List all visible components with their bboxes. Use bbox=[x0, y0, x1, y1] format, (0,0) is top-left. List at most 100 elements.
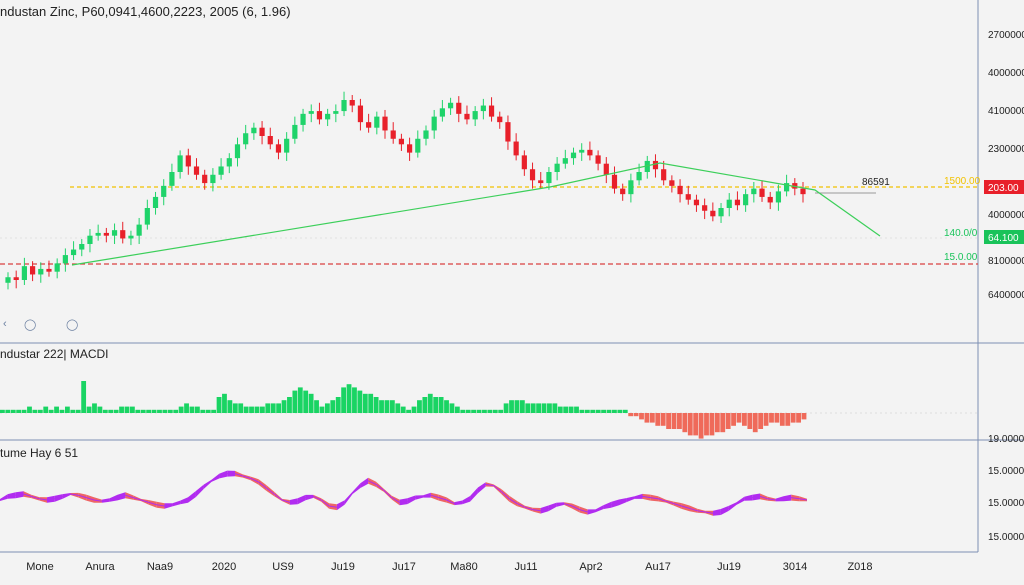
candle-body bbox=[87, 235, 93, 244]
candle-body bbox=[538, 180, 544, 184]
macd-bar bbox=[514, 400, 520, 413]
macd-bar bbox=[801, 413, 807, 420]
candle-body bbox=[529, 169, 536, 181]
macd-bar bbox=[790, 413, 796, 423]
macd-bar bbox=[205, 409, 211, 413]
candle-body bbox=[513, 141, 519, 156]
candle-body bbox=[144, 208, 150, 225]
macd-bar bbox=[617, 409, 623, 413]
x-axis-label: Ju17 bbox=[392, 561, 416, 573]
macd-bar bbox=[373, 397, 379, 413]
x-axis-label: 3014 bbox=[783, 561, 807, 573]
candle-body bbox=[644, 160, 650, 172]
macd-bar bbox=[319, 406, 325, 413]
macd-bar bbox=[238, 403, 244, 413]
macd-bar bbox=[119, 406, 124, 413]
candle-body bbox=[792, 183, 798, 189]
macd-bar bbox=[687, 413, 693, 436]
price-tick-label: 6400000 bbox=[988, 290, 1024, 301]
candle-body bbox=[70, 249, 77, 256]
candle-body bbox=[292, 124, 298, 139]
candle-body bbox=[398, 138, 405, 145]
macd-bar bbox=[173, 409, 179, 413]
macd-bar bbox=[32, 409, 38, 413]
candle-body bbox=[726, 199, 732, 208]
candle-body bbox=[628, 180, 634, 195]
macd-bar bbox=[747, 413, 753, 429]
candle-body bbox=[406, 144, 413, 153]
x-axis-label: US9 bbox=[272, 561, 293, 573]
price-badge-red-text: 203.00 bbox=[988, 183, 1019, 194]
price-badge-green bbox=[984, 230, 1024, 244]
volume-tick-label: 15.0000 bbox=[988, 498, 1024, 509]
candle-body bbox=[521, 155, 527, 170]
macd-bar bbox=[86, 406, 92, 413]
candle-body bbox=[718, 208, 724, 217]
candle-body bbox=[161, 185, 167, 197]
candle-body bbox=[341, 100, 347, 112]
candle-body bbox=[554, 163, 560, 172]
candle-body bbox=[13, 277, 19, 280]
macd-bar bbox=[48, 409, 54, 413]
candle-body bbox=[570, 152, 577, 159]
candle-body bbox=[103, 232, 109, 236]
macd-bar bbox=[64, 406, 70, 413]
volume-band-segment bbox=[164, 503, 173, 509]
volume-panel-label: tume Hay 6 51 bbox=[0, 446, 79, 460]
circle-icon[interactable]: ◯ bbox=[66, 319, 79, 331]
candle-body bbox=[46, 268, 52, 272]
x-axis-label: Z018 bbox=[847, 561, 872, 573]
macd-bar bbox=[357, 390, 363, 413]
macd-bar bbox=[492, 409, 498, 413]
x-axis-label: 2020 bbox=[212, 561, 236, 573]
macd-bar bbox=[411, 406, 417, 413]
macd-bar bbox=[714, 413, 720, 433]
candle-body bbox=[357, 105, 364, 123]
candle-body bbox=[620, 188, 626, 195]
macd-bar bbox=[70, 409, 76, 413]
candle-body bbox=[29, 266, 36, 275]
candle-body bbox=[702, 205, 708, 211]
macd-bar bbox=[384, 400, 390, 413]
macd-bar bbox=[37, 409, 43, 413]
macd-bar bbox=[5, 409, 11, 413]
macd-bar bbox=[259, 406, 265, 413]
macd-panel-label: ndustar 222| MACDI bbox=[0, 347, 109, 361]
macd-bar bbox=[389, 400, 395, 413]
candle-body bbox=[497, 116, 503, 123]
macd-bar bbox=[433, 397, 439, 413]
macd-bar bbox=[178, 406, 184, 413]
candle-body bbox=[611, 174, 618, 189]
macd-bar bbox=[222, 393, 227, 413]
macd-bar bbox=[400, 406, 406, 413]
macd-bar bbox=[395, 403, 401, 413]
macd-bar bbox=[742, 413, 747, 426]
macd-bar bbox=[541, 403, 547, 413]
macd-bar bbox=[368, 393, 374, 413]
candle-body bbox=[693, 199, 700, 206]
macd-bar bbox=[281, 400, 287, 413]
macd-bar bbox=[622, 409, 628, 413]
candle-body bbox=[259, 127, 265, 136]
macd-bar bbox=[644, 413, 650, 423]
candle-body bbox=[472, 111, 478, 120]
macd-bar bbox=[43, 406, 49, 413]
price-annotation: 86591 bbox=[862, 177, 890, 188]
macd-bar bbox=[102, 409, 108, 413]
macd-bar bbox=[693, 413, 699, 436]
price-tick-label: 2700000 bbox=[988, 30, 1024, 41]
macd-bar bbox=[189, 406, 195, 413]
macd-bar bbox=[476, 409, 482, 413]
macd-bar bbox=[59, 409, 65, 413]
candle-body bbox=[423, 130, 429, 139]
circle-icon[interactable]: ◯ bbox=[24, 319, 37, 331]
volume-band-segment bbox=[94, 497, 102, 503]
expand-icon[interactable]: ‹ bbox=[3, 318, 7, 330]
candle-body bbox=[243, 133, 249, 145]
macd-bar bbox=[482, 409, 487, 413]
macd-bar bbox=[243, 406, 249, 413]
candle-body bbox=[202, 174, 208, 184]
macd-bar bbox=[552, 403, 558, 413]
candle-body bbox=[595, 155, 601, 164]
